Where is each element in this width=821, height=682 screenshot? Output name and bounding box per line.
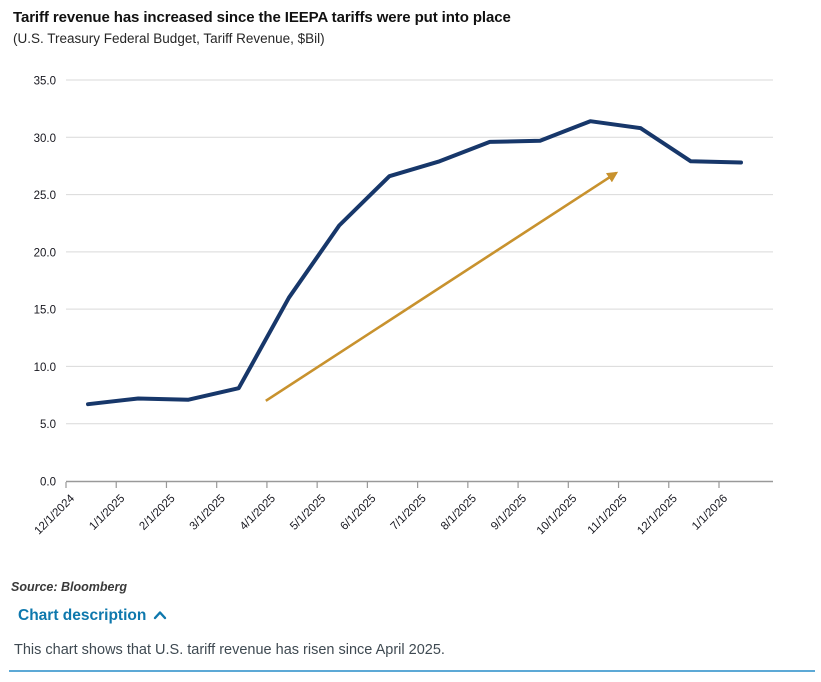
x-axis-tick-label: 11/1/2025 (586, 493, 630, 537)
y-axis-tick-label: 5.0 (40, 419, 56, 431)
chart-description-text: This chart shows that U.S. tariff revenu… (14, 642, 445, 658)
x-axis-tick-label: 9/1/2025 (489, 493, 529, 533)
x-axis-tick-label: 10/1/2025 (535, 493, 580, 538)
source-credit: Source: Bloomberg (11, 580, 127, 594)
x-axis-tick-label: 1/1/2026 (690, 493, 730, 533)
x-axis-tick-label: 3/1/2025 (188, 493, 228, 533)
bottom-divider (9, 670, 815, 672)
x-axis-tick-label: 6/1/2025 (338, 493, 378, 533)
y-axis-tick-label: 35.0 (34, 76, 56, 88)
x-axis-tick-label: 2/1/2025 (137, 493, 177, 533)
x-axis-tick-label: 7/1/2025 (389, 493, 429, 533)
y-axis-tick-label: 0.0 (40, 477, 56, 489)
page-title: Tariff revenue has increased since the I… (13, 9, 511, 26)
trend-arrow-annotation (265, 171, 619, 402)
chart-description-label: Chart description (18, 607, 147, 624)
chevron-up-icon (153, 607, 167, 625)
x-axis-tick-label: 12/1/2024 (32, 492, 77, 537)
y-axis-tick-label: 15.0 (34, 305, 56, 317)
x-axis-tick-label: 5/1/2025 (288, 493, 328, 533)
x-axis-tick-label: 4/1/2025 (238, 493, 278, 533)
page-subtitle: (U.S. Treasury Federal Budget, Tariff Re… (13, 31, 325, 46)
x-axis-tick-label: 8/1/2025 (439, 493, 479, 533)
tariff-revenue-series-line (86, 119, 743, 407)
y-axis-tick-label: 30.0 (34, 133, 56, 145)
y-axis-tick-label: 20.0 (34, 247, 56, 259)
y-axis-tick-label: 10.0 (34, 362, 56, 374)
tariff-revenue-line-chart: 0.05.010.015.020.025.030.035.012/1/2024 1… (32, 76, 773, 538)
x-axis-tick-label: 12/1/2025 (635, 493, 680, 538)
x-axis-tick-label: 1/1/2025 (87, 493, 127, 533)
y-axis-tick-label: 25.0 (34, 190, 56, 202)
chart-description-toggle[interactable]: Chart description (18, 607, 167, 625)
